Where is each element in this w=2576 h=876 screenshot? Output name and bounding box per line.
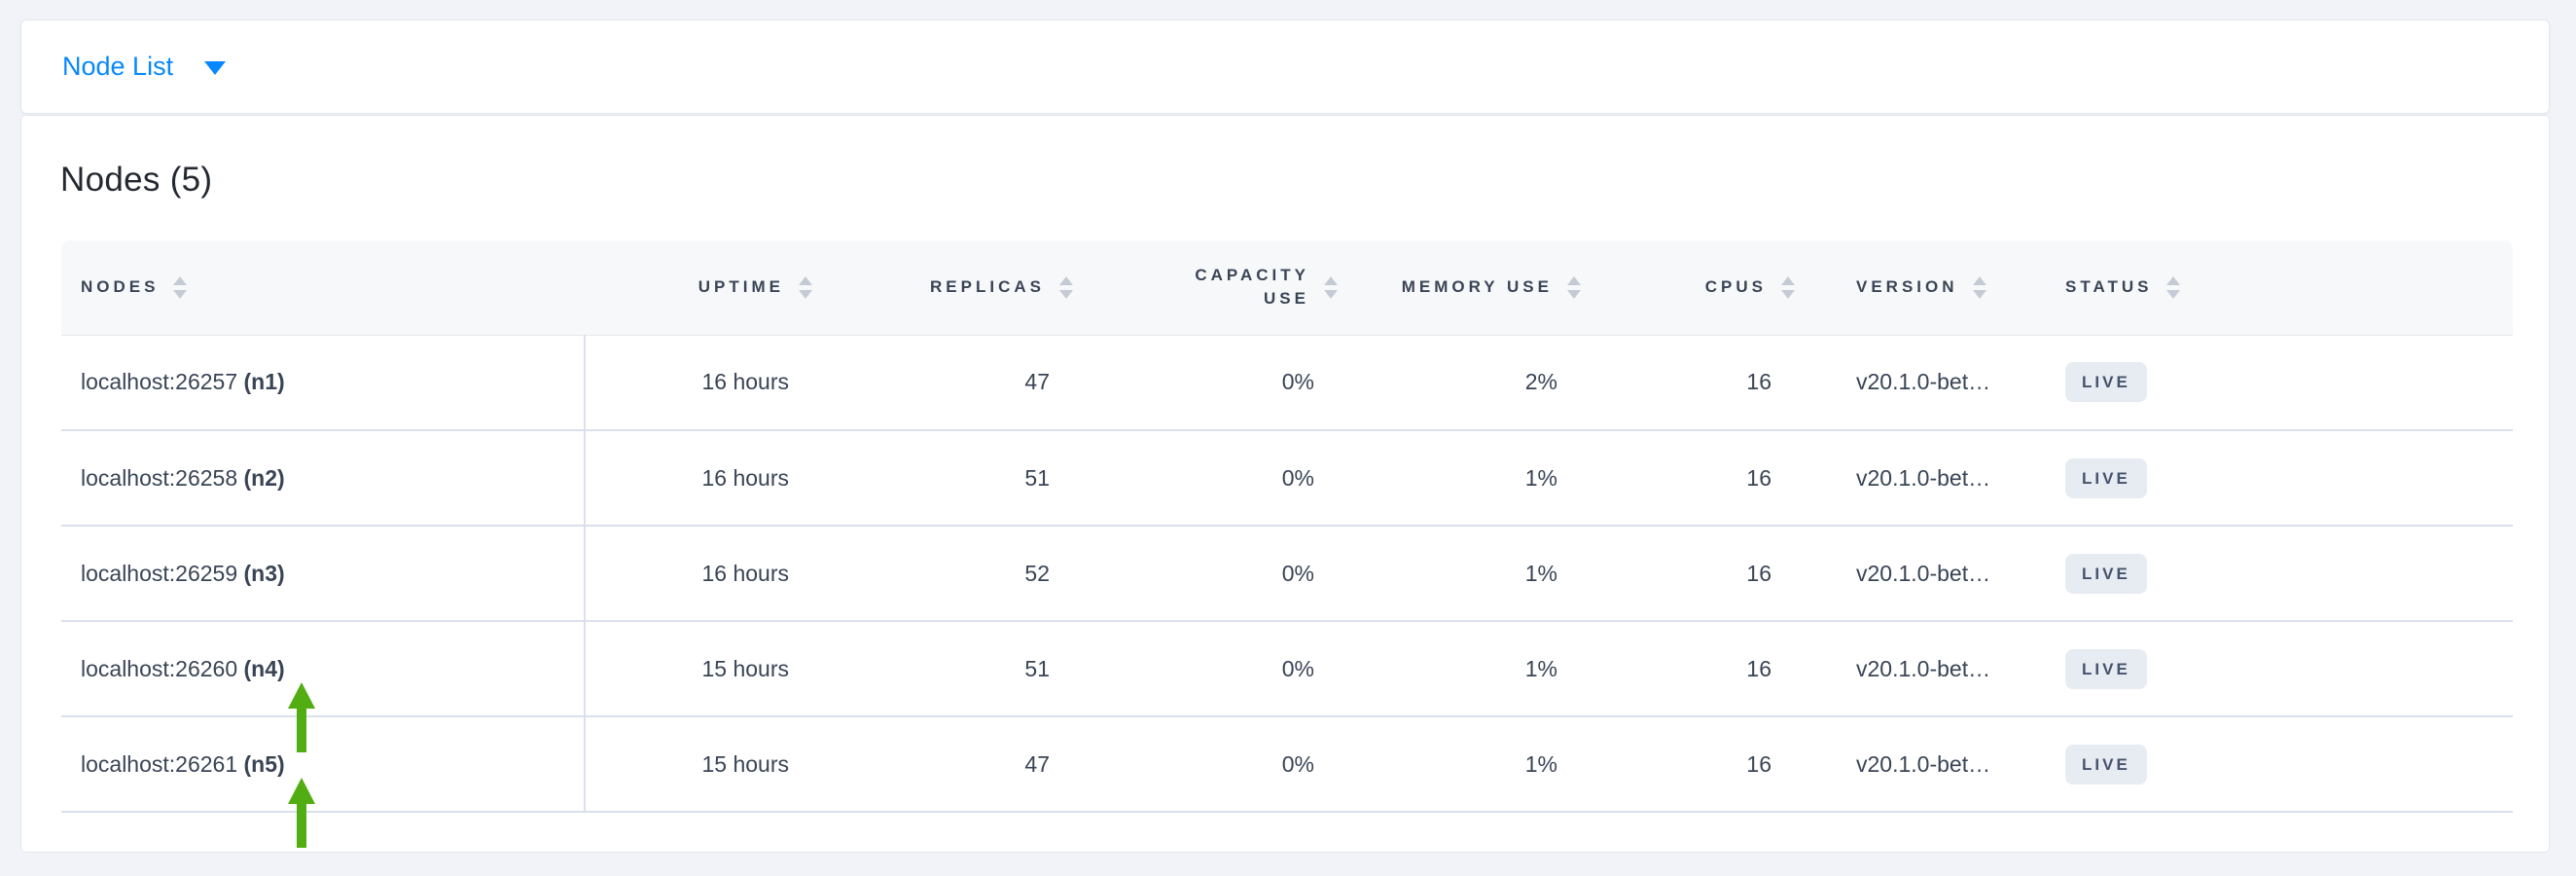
- annotation-arrow-up-icon: [287, 778, 316, 848]
- memory-use-cell: 2%: [1343, 335, 1587, 431]
- column-header-uptime[interactable]: UPTIME: [585, 240, 818, 336]
- capacity-use-cell: 0%: [1079, 716, 1343, 813]
- replicas-cell: 51: [818, 621, 1079, 717]
- column-label: STATUS: [2065, 276, 2153, 296]
- node-address: localhost:26259: [81, 560, 244, 586]
- column-header-version[interactable]: VERSION: [1801, 240, 2034, 336]
- node-address: localhost:26257: [81, 369, 244, 395]
- column-header-cpus[interactable]: CPUS: [1587, 240, 1801, 336]
- table-row: localhost:26260 (n4) 15 hours 51 0% 1% 16 v20.…: [61, 621, 2513, 752]
- uptime-cell: 16 hours: [585, 335, 818, 431]
- memory-use-cell: 1%: [1343, 430, 1587, 527]
- status-cell: LIVE: [2034, 526, 2513, 622]
- node-cell[interactable]: localhost:26259 (n3): [61, 526, 586, 622]
- column-label: CAPACITY USE: [1195, 265, 1309, 309]
- status-cell: LIVE: [2034, 335, 2513, 431]
- column-label: VERSION: [1856, 276, 1958, 296]
- node-table: NODES UPTIME REPLICAS CAPACITY USE MEMORY US…: [61, 240, 2513, 848]
- sort-icon: [1781, 275, 1795, 299]
- node-cell[interactable]: localhost:26257 (n1): [61, 335, 586, 431]
- sort-icon: [1324, 275, 1338, 299]
- cpus-cell: 16: [1587, 430, 1801, 527]
- cpus-cell: 16: [1587, 621, 1801, 717]
- status-cell: LIVE: [2034, 621, 2513, 717]
- status-badge: LIVE: [2065, 744, 2147, 785]
- column-label: CPUS: [1704, 276, 1767, 296]
- sort-icon: [1972, 275, 1986, 299]
- node-id: (n3): [243, 560, 285, 586]
- cpus-cell: 16: [1587, 335, 1801, 431]
- version-cell: v20.1.0-bet…: [1801, 430, 2034, 527]
- status-badge: LIVE: [2065, 648, 2147, 689]
- column-label: UPTIME: [698, 276, 784, 296]
- node-address: localhost:26258: [81, 464, 244, 491]
- view-selector-label: Node List: [62, 52, 174, 81]
- node-address: localhost:26261: [81, 750, 244, 777]
- node-id: (n4): [243, 655, 285, 681]
- table-row: localhost:26258 (n2) 16 hours 51 0% 1% 16 v20.…: [61, 430, 2513, 527]
- capacity-use-cell: 0%: [1079, 621, 1343, 717]
- sort-icon: [1567, 275, 1581, 299]
- cpus-cell: 16: [1587, 716, 1801, 813]
- column-header-nodes[interactable]: NODES: [61, 240, 585, 336]
- version-cell: v20.1.0-bet…: [1801, 621, 2034, 717]
- capacity-use-cell: 0%: [1079, 526, 1343, 622]
- node-id: (n5): [243, 750, 285, 777]
- status-badge: LIVE: [2065, 362, 2147, 403]
- column-header-memory_use[interactable]: MEMORY USE: [1343, 240, 1587, 336]
- sort-icon: [799, 275, 812, 299]
- column-header-capacity_use[interactable]: CAPACITY USE: [1079, 240, 1343, 336]
- node-id: (n1): [243, 369, 285, 395]
- column-label: REPLICAS: [930, 276, 1045, 296]
- replicas-cell: 52: [818, 526, 1079, 622]
- table-header-row: NODES UPTIME REPLICAS CAPACITY USE MEMORY US…: [61, 240, 2513, 336]
- nodes-card: Nodes (5) NODES UPTIME REPLICAS CAPACITY US…: [20, 115, 2550, 853]
- view-selector-bar: Node List: [20, 19, 2550, 114]
- caret-down-icon: [204, 61, 227, 75]
- uptime-cell: 15 hours: [585, 716, 818, 813]
- capacity-use-cell: 0%: [1079, 430, 1343, 527]
- column-header-replicas[interactable]: REPLICAS: [818, 240, 1079, 336]
- capacity-use-cell: 0%: [1079, 335, 1343, 431]
- node-id: (n2): [243, 464, 285, 491]
- node-cell[interactable]: localhost:26260 (n4): [61, 621, 586, 752]
- column-label: NODES: [81, 276, 160, 296]
- table-body: localhost:26257 (n1) 16 hours 47 0% 2% 16 v20.…: [61, 335, 2513, 848]
- replicas-cell: 51: [818, 430, 1079, 527]
- uptime-cell: 15 hours: [585, 621, 818, 717]
- column-label: MEMORY USE: [1401, 276, 1553, 296]
- table-row: localhost:26259 (n3) 16 hours 52 0% 1% 16 v20.…: [61, 526, 2513, 622]
- node-cell[interactable]: localhost:26258 (n2): [61, 430, 586, 527]
- uptime-cell: 16 hours: [585, 430, 818, 527]
- column-header-status[interactable]: STATUS: [2034, 240, 2513, 336]
- node-cell[interactable]: localhost:26261 (n5): [61, 716, 586, 848]
- view-selector-dropdown[interactable]: Node List: [62, 52, 227, 81]
- status-badge: LIVE: [2065, 553, 2147, 594]
- table-row: localhost:26261 (n5) 15 hours 47 0% 1% 16 v20.…: [61, 716, 2513, 848]
- uptime-cell: 16 hours: [585, 526, 818, 622]
- memory-use-cell: 1%: [1343, 716, 1587, 813]
- version-cell: v20.1.0-bet…: [1801, 335, 2034, 431]
- memory-use-cell: 1%: [1343, 621, 1587, 717]
- sort-icon: [1059, 275, 1073, 299]
- status-badge: LIVE: [2065, 457, 2147, 498]
- sort-icon: [173, 275, 188, 299]
- replicas-cell: 47: [818, 335, 1079, 431]
- cpus-cell: 16: [1587, 526, 1801, 622]
- replicas-cell: 47: [818, 716, 1079, 813]
- page-title: Nodes (5): [60, 161, 213, 199]
- node-address: localhost:26260: [81, 655, 244, 681]
- sort-icon: [2166, 275, 2181, 299]
- status-cell: LIVE: [2034, 430, 2513, 527]
- version-cell: v20.1.0-bet…: [1801, 526, 2034, 622]
- memory-use-cell: 1%: [1343, 526, 1587, 622]
- version-cell: v20.1.0-bet…: [1801, 716, 2034, 813]
- table-row: localhost:26257 (n1) 16 hours 47 0% 2% 16 v20.…: [61, 335, 2513, 431]
- status-cell: LIVE: [2034, 716, 2513, 813]
